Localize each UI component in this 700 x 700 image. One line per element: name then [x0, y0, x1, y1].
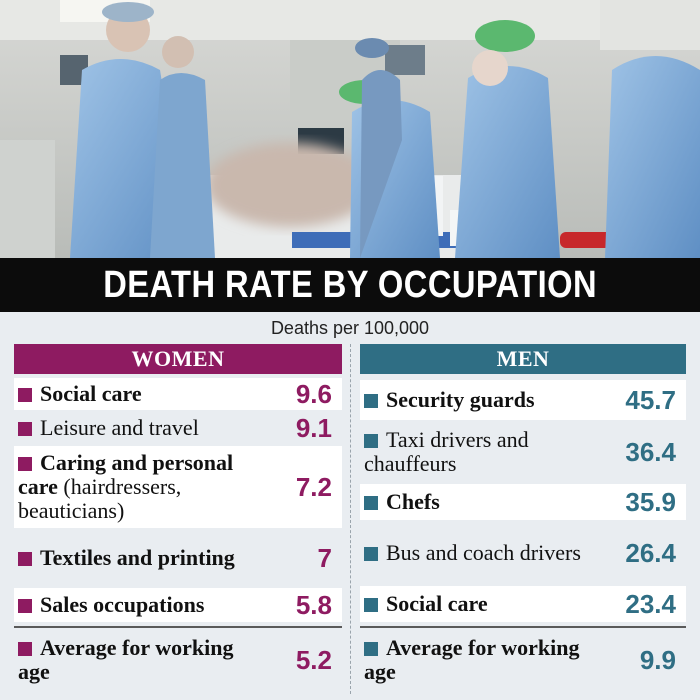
row-label: Textiles and printing	[14, 546, 268, 570]
row-label-normal: Taxi drivers and chauffeurs	[364, 427, 529, 476]
row-value: 7.2	[295, 471, 332, 502]
men-row-security-guards: Security guards 45.7	[360, 380, 686, 420]
row-value: 5.2	[295, 644, 332, 675]
bullet-square-icon	[364, 642, 378, 656]
bullet-square-icon	[18, 552, 32, 566]
women-row-caring-personal-care: Caring and personal care (hairdressers, …	[14, 446, 342, 528]
row-label: Chefs	[360, 490, 612, 514]
row-label-bold: Chefs	[386, 489, 440, 514]
bullet-square-icon	[364, 547, 378, 561]
row-label: Caring and personal care (hairdressers, …	[14, 451, 268, 523]
row-label: Security guards	[360, 388, 612, 412]
row-label-bold: Average for working age	[18, 635, 234, 684]
men-row-bus-coach-drivers: Bus and coach drivers 26.4	[360, 522, 686, 584]
bullet-square-icon	[18, 388, 32, 402]
men-header: MEN	[360, 344, 686, 374]
row-label-bold: Social care	[386, 591, 488, 616]
men-row-chefs: Chefs 35.9	[360, 484, 686, 520]
row-label: Social care	[14, 382, 268, 406]
row-label: Sales occupations	[14, 593, 268, 617]
column-divider	[350, 344, 352, 694]
row-label: Bus and coach drivers	[360, 541, 612, 565]
row-label-bold: Textiles and printing	[40, 545, 235, 570]
bullet-square-icon	[18, 599, 32, 613]
row-value: 9.1	[295, 412, 332, 443]
row-label-bold: Sales occupations	[40, 592, 205, 617]
women-header: WOMEN	[14, 344, 342, 374]
row-label-normal: (hairdressers, beauticians)	[18, 474, 182, 523]
row-value: 26.4	[625, 537, 676, 568]
chart-subtitle: Deaths per 100,000	[270, 318, 430, 338]
row-value: 36.4	[625, 436, 676, 467]
row-value: 45.7	[625, 384, 676, 415]
row-value: 9.6	[295, 378, 332, 409]
bullet-square-icon	[18, 642, 32, 656]
bullet-square-icon	[364, 598, 378, 612]
men-row-taxi-drivers: Taxi drivers and chauffeurs 36.4	[360, 422, 686, 482]
row-label: Average for working age	[14, 636, 268, 684]
bullet-square-icon	[18, 422, 32, 436]
women-row-textiles-printing: Textiles and printing 7	[14, 530, 342, 586]
bullet-square-icon	[364, 496, 378, 510]
bullet-square-icon	[364, 394, 378, 408]
bullet-square-icon	[364, 434, 378, 448]
row-label-normal: Leisure and travel	[40, 415, 199, 440]
row-value: 5.8	[295, 589, 332, 620]
row-label-normal: Bus and coach drivers	[386, 540, 581, 565]
row-value: 7	[317, 542, 332, 573]
row-label: Average for working age	[360, 636, 612, 684]
men-row-average-working-age: Average for working age 9.9	[360, 626, 686, 692]
bullet-square-icon	[18, 457, 32, 471]
row-label: Social care	[360, 592, 612, 616]
women-row-leisure-travel: Leisure and travel 9.1	[14, 412, 342, 444]
row-label-bold: Security guards	[386, 387, 535, 412]
row-label: Taxi drivers and chauffeurs	[360, 428, 612, 476]
icu-photo-illustration	[0, 0, 700, 258]
women-row-social-care: Social care 9.6	[14, 378, 342, 410]
row-value: 9.9	[639, 644, 676, 675]
men-row-social-care: Social care 23.4	[360, 586, 686, 622]
chart-title-text: DEATH RATE BY OCCUPATION	[103, 263, 597, 306]
chart-title: DEATH RATE BY OCCUPATION	[0, 258, 700, 312]
row-value: 35.9	[625, 486, 676, 517]
icu-photo	[0, 0, 700, 258]
row-value: 23.4	[625, 588, 676, 619]
women-row-average-working-age: Average for working age 5.2	[14, 626, 342, 692]
row-label: Leisure and travel	[14, 416, 268, 440]
row-label-bold: Average for working age	[364, 635, 580, 684]
row-label-bold: Social care	[40, 381, 142, 406]
row-label-bold: Caring and personal care	[18, 450, 234, 499]
women-row-sales-occupations: Sales occupations 5.8	[14, 588, 342, 622]
